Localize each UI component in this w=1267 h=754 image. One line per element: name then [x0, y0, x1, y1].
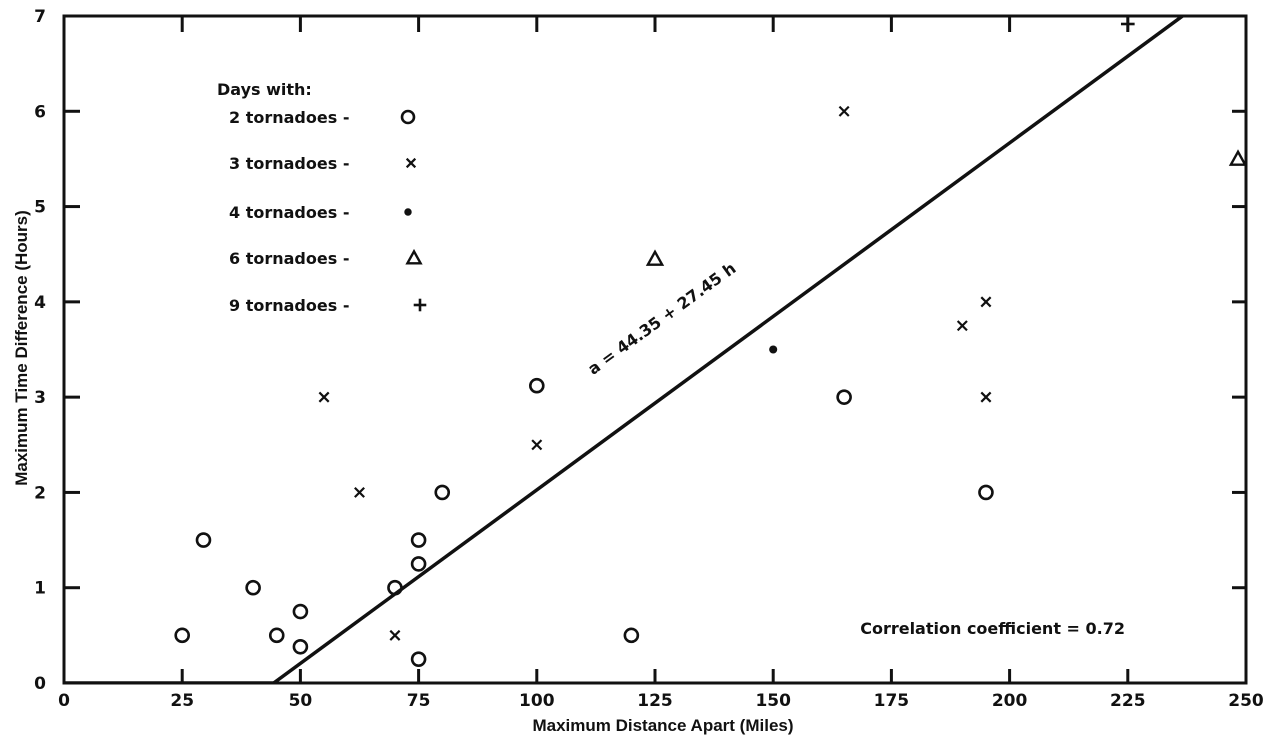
data-point-x — [318, 391, 330, 403]
x-tick-label: 100 — [519, 691, 555, 711]
x-tick-label: 0 — [58, 691, 70, 711]
legend-entry: 4 tornadoes - — [229, 203, 412, 222]
triangle-marker — [645, 249, 665, 266]
legend-entry: 2 tornadoes - — [229, 108, 416, 127]
y-tick-label: 7 — [34, 7, 46, 27]
correlation-annotation: Correlation coefficient = 0.72 — [860, 619, 1125, 638]
regression-label: a = 44.35 + 27.45 h — [584, 259, 739, 379]
legend-label: 4 tornadoes - — [229, 203, 349, 222]
x-tick-label: 25 — [170, 691, 194, 711]
y-tick-label: 6 — [34, 102, 46, 122]
data-point-x — [980, 391, 992, 403]
legend-label: 3 tornadoes - — [229, 154, 349, 173]
data-point-x — [980, 296, 992, 308]
x-marker — [389, 629, 401, 641]
y-axis-title: Maximum Time Difference (Hours) — [12, 210, 31, 486]
data-point-plus — [1120, 17, 1135, 31]
data-point-circle — [410, 556, 427, 572]
legend-entry: 3 tornadoes - — [229, 154, 417, 173]
y-tick-label: 1 — [34, 579, 46, 599]
dot-marker — [769, 345, 778, 354]
x-tick-label: 200 — [992, 691, 1028, 711]
data-point-dot — [769, 345, 778, 354]
legend-entry: 9 tornadoes - — [229, 296, 427, 315]
x-marker — [980, 296, 992, 308]
x-marker — [405, 157, 417, 169]
data-points — [174, 17, 1248, 667]
data-point-x — [354, 486, 365, 498]
y-tick-label: 5 — [34, 198, 46, 218]
circle-marker — [623, 627, 640, 644]
regression-line — [64, 16, 1186, 683]
data-point-circle — [174, 627, 190, 644]
legend-entry: 6 tornadoes - — [229, 248, 423, 268]
data-point-x — [838, 105, 850, 117]
x-tick-label: 175 — [874, 691, 910, 711]
data-point-circle — [978, 484, 994, 501]
circle-marker — [836, 389, 852, 405]
x-axis-title: Maximum Distance Apart (Miles) — [532, 716, 793, 735]
y-tick-label: 4 — [34, 293, 46, 313]
regression-segment — [272, 16, 1186, 683]
data-point-circle — [245, 579, 261, 596]
data-point-circle — [528, 377, 545, 394]
data-point-triangle — [1228, 149, 1248, 166]
y-tick-label: 0 — [34, 674, 46, 694]
legend: Days with: 2 tornadoes - 3 tornadoes - 4 to… — [217, 80, 427, 315]
circle-marker — [245, 579, 261, 596]
data-point-circle — [623, 627, 640, 644]
legend-label: 2 tornadoes - — [229, 108, 349, 127]
x-marker — [980, 391, 992, 403]
legend-label: 9 tornadoes - — [229, 296, 349, 315]
data-point-circle — [836, 389, 852, 405]
circle-marker — [400, 109, 416, 125]
circle-marker — [292, 638, 309, 655]
circle-marker — [268, 627, 285, 644]
circle-marker — [292, 603, 309, 620]
x-tick-label: 75 — [407, 691, 431, 711]
dot-marker — [404, 208, 412, 216]
data-point-circle — [292, 603, 309, 620]
data-point-x — [956, 320, 968, 332]
data-point-triangle — [645, 249, 665, 266]
legend-title: Days with: — [217, 80, 312, 99]
axis-ticks: 0 25 50 75 100 125 150 175 200 225 250 0 1 2 3 4 5 6 7 — [34, 7, 1264, 711]
data-point-circle — [292, 638, 309, 655]
x-marker — [838, 105, 850, 117]
regression-group — [64, 16, 1186, 683]
x-tick-label: 50 — [289, 691, 313, 711]
data-point-x — [389, 629, 401, 641]
y-tick-label: 3 — [34, 388, 46, 408]
x-tick-label: 225 — [1110, 691, 1146, 711]
data-point-circle — [434, 484, 451, 501]
x-tick-label: 150 — [755, 691, 791, 711]
data-point-circle — [387, 579, 403, 596]
x-marker — [956, 320, 968, 332]
data-point-circle — [195, 532, 212, 548]
triangle-marker — [1228, 149, 1248, 166]
circle-marker — [410, 532, 427, 548]
data-point-circle — [410, 651, 427, 667]
circle-marker — [195, 532, 212, 548]
x-marker — [531, 439, 543, 451]
circle-marker — [410, 651, 427, 667]
x-marker — [354, 486, 365, 498]
circle-marker — [387, 579, 403, 596]
circle-marker — [528, 377, 545, 394]
legend-label: 6 tornadoes - — [229, 249, 349, 268]
x-marker — [318, 391, 330, 403]
y-tick-label: 2 — [34, 483, 46, 503]
x-tick-label: 125 — [637, 691, 673, 711]
data-point-circle — [268, 627, 285, 644]
data-point-x — [531, 439, 543, 451]
circle-marker — [978, 484, 994, 501]
circle-marker — [410, 556, 427, 572]
triangle-marker — [405, 248, 423, 265]
circle-marker — [434, 484, 451, 501]
x-tick-label: 250 — [1228, 691, 1264, 711]
data-point-circle — [410, 532, 427, 548]
circle-marker — [174, 627, 190, 644]
